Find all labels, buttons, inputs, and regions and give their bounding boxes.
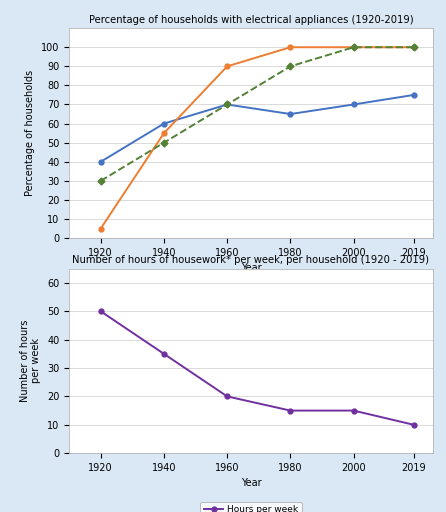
X-axis label: Year: Year <box>240 263 261 273</box>
Title: Percentage of households with electrical appliances (1920-2019): Percentage of households with electrical… <box>89 15 413 25</box>
Line: Washing machine: Washing machine <box>98 93 416 164</box>
Washing machine <box>351 101 356 108</box>
Vacuum cleaner <box>224 101 230 108</box>
Refrigerator <box>224 63 230 70</box>
Y-axis label: Number of hours
per week: Number of hours per week <box>20 320 41 402</box>
Refrigerator <box>411 44 416 50</box>
Hours per week <box>351 408 356 414</box>
Washing machine <box>288 111 293 117</box>
Line: Refrigerator: Refrigerator <box>98 45 416 231</box>
Hours per week <box>98 308 103 314</box>
Refrigerator <box>351 44 356 50</box>
Hours per week <box>288 408 293 414</box>
Hours per week <box>161 351 167 357</box>
Refrigerator <box>98 225 103 231</box>
Vacuum cleaner <box>288 63 293 70</box>
Legend: Hours per week: Hours per week <box>200 502 302 512</box>
Washing machine <box>98 159 103 165</box>
Washing machine <box>411 92 416 98</box>
Y-axis label: Percentage of households: Percentage of households <box>25 70 36 196</box>
Vacuum cleaner <box>411 44 416 50</box>
Vacuum cleaner <box>161 140 167 146</box>
Title: Number of hours of housework* per week, per household (1920 - 2019): Number of hours of housework* per week, … <box>72 255 429 265</box>
Hours per week <box>224 393 230 399</box>
Washing machine <box>224 101 230 108</box>
Line: Vacuum cleaner: Vacuum cleaner <box>98 45 416 183</box>
Hours per week <box>411 422 416 428</box>
Legend: Washing machine, Refrigerator, Vacuum cleaner: Washing machine, Refrigerator, Vacuum cl… <box>103 289 399 305</box>
Washing machine <box>161 120 167 126</box>
Refrigerator <box>161 130 167 136</box>
X-axis label: Year: Year <box>240 478 261 488</box>
Line: Hours per week: Hours per week <box>98 309 416 427</box>
Vacuum cleaner <box>98 178 103 184</box>
Vacuum cleaner <box>351 44 356 50</box>
Refrigerator <box>288 44 293 50</box>
